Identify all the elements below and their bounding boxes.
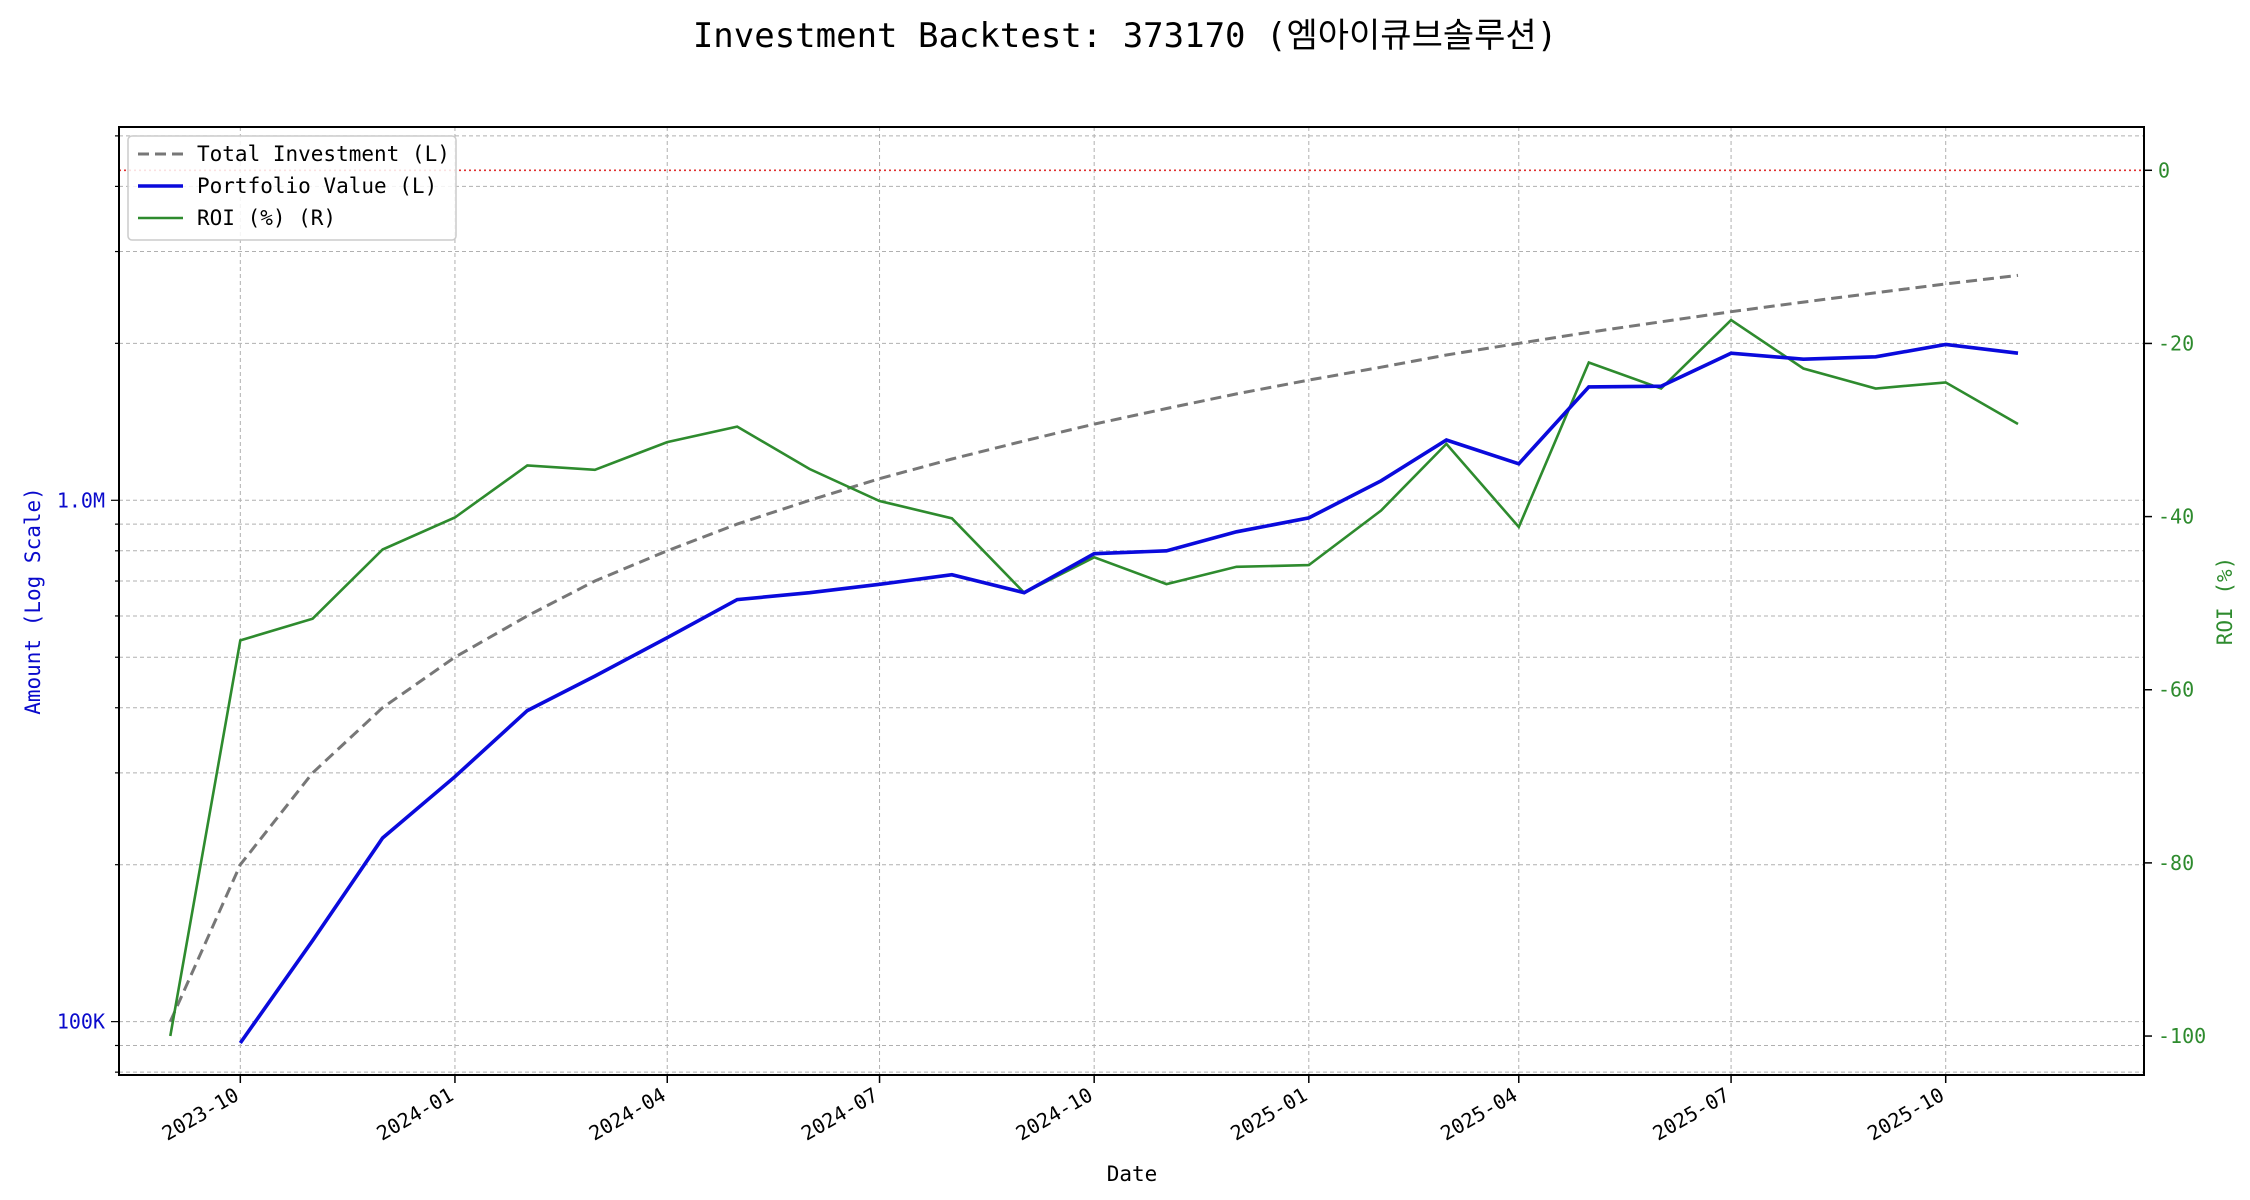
grid-lines (119, 127, 2144, 1075)
right-tick-label: -40 (2158, 505, 2194, 529)
legend-label-portfolio: Portfolio Value (L) (197, 174, 437, 198)
x-axis-ticks: 2023-10 2024-01 2024-04 2024-07 2024-10 2025-… (158, 1075, 1948, 1145)
total-investment-line (168, 273, 2019, 1023)
x-tick-label: 2025-01 (1226, 1083, 1311, 1146)
x-tick-label: 2025-04 (1436, 1083, 1521, 1146)
roi-line (169, 318, 2019, 1037)
chart-title: Investment Backtest: 373170 (엠아이큐브솔루션) (693, 16, 1557, 56)
x-tick-label: 2025-10 (1863, 1083, 1948, 1146)
left-axis-label: Amount (Log Scale) (21, 487, 45, 715)
x-tick-label: 2024-07 (797, 1083, 882, 1146)
legend-label-investment: Total Investment (L) (197, 142, 450, 166)
x-tick-label: 2023-10 (158, 1083, 243, 1146)
left-axis-ticks: 100K 1.0M (57, 135, 119, 1073)
x-axis-label: Date (1107, 1162, 1158, 1186)
right-tick-label: -60 (2158, 678, 2194, 702)
plot-lines (168, 273, 2019, 1045)
portfolio-value-line (238, 342, 2019, 1045)
legend-label-roi: ROI (%) (R) (197, 206, 336, 230)
left-tick-label: 1.0M (57, 488, 105, 512)
x-tick-label: 2024-10 (1012, 1083, 1097, 1146)
x-tick-label: 2024-01 (372, 1083, 457, 1146)
right-axis-ticks: 0 -20 -40 -60 -80 -100 (2144, 158, 2206, 1048)
plot-frame (118, 126, 2145, 1076)
legend: Total Investment (L) Portfolio Value (L)… (127, 135, 457, 241)
right-tick-label: -80 (2158, 851, 2194, 875)
x-tick-label: 2025-07 (1649, 1083, 1734, 1146)
right-tick-label: -100 (2158, 1024, 2206, 1048)
x-tick-label: 2024-04 (585, 1083, 670, 1146)
left-tick-label: 100K (57, 1010, 105, 1034)
right-tick-label: 0 (2158, 158, 2170, 182)
right-axis-label: ROI (%) (2213, 557, 2237, 646)
legend-box (127, 135, 457, 241)
right-tick-label: -20 (2158, 331, 2194, 355)
